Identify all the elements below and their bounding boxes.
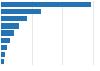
Bar: [1, 30, 14, 36]
Bar: [1, 9, 41, 14]
Bar: [1, 59, 4, 64]
Bar: [1, 16, 27, 21]
Bar: [1, 37, 10, 43]
Bar: [1, 2, 91, 7]
Bar: [1, 45, 7, 50]
Bar: [1, 52, 5, 57]
Bar: [1, 23, 19, 29]
